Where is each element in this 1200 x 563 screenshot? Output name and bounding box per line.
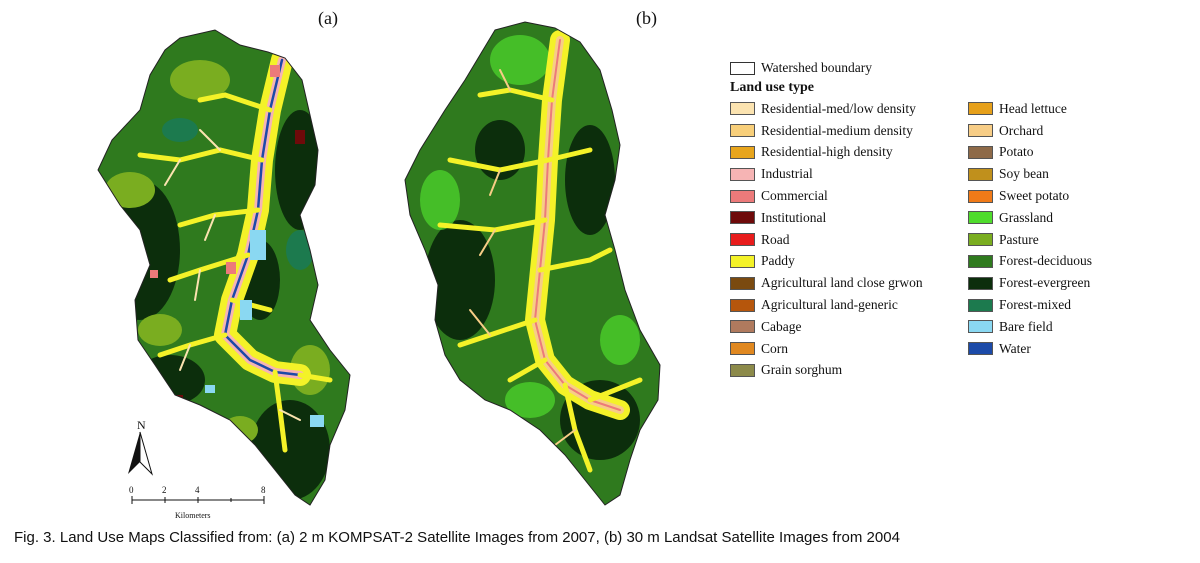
legend-item: Institutional — [730, 207, 968, 229]
legend-label: Forest-mixed — [999, 297, 1071, 313]
legend-swatch — [730, 189, 755, 203]
boundary-swatch — [730, 61, 755, 75]
legend-label: Road — [761, 231, 790, 247]
legend-label: Residential-med/low density — [761, 100, 916, 116]
legend-item: Grassland — [968, 207, 1168, 229]
legend-label: Paddy — [761, 253, 795, 269]
legend-item: Head lettuce — [968, 98, 1168, 120]
legend-swatch — [730, 276, 755, 290]
legend-swatch — [730, 233, 755, 247]
legend-item: Industrial — [730, 163, 968, 185]
legend-item: Water — [968, 338, 1168, 360]
north-label: N — [137, 418, 146, 432]
legend-label: Grassland — [999, 209, 1053, 225]
figure-caption: Fig. 3. Land Use Maps Classified from: (… — [14, 529, 900, 546]
legend-label: Bare field — [999, 318, 1053, 334]
legend-swatch — [968, 342, 993, 356]
legend-swatch — [968, 189, 993, 203]
legend-label: Cabage — [761, 318, 802, 334]
legend-swatch — [968, 298, 993, 312]
panel-label-a: (a) — [318, 8, 338, 28]
legend-label: Forest-deciduous — [999, 253, 1092, 269]
watershed-boundary-a — [97, 29, 351, 506]
legend-item: Forest-mixed — [968, 294, 1168, 316]
legend-item: Paddy — [730, 251, 968, 273]
legend-swatch — [730, 254, 755, 268]
legend-label: Soy bean — [999, 166, 1049, 182]
legend-swatch — [968, 145, 993, 159]
legend-swatch — [968, 167, 993, 181]
legend-label: Residential-medium density — [761, 122, 913, 138]
legend-label: Potato — [999, 144, 1034, 160]
legend-swatch — [730, 167, 755, 181]
legend-title: Land use type — [730, 80, 815, 95]
legend-swatch — [730, 298, 755, 312]
legend-item: Forest-evergreen — [968, 272, 1168, 294]
legend-item: Road — [730, 229, 968, 251]
legend-swatch — [730, 102, 755, 116]
legend-label: Agricultural land close grwon — [761, 275, 923, 291]
legend-swatch — [968, 276, 993, 290]
legend-label: Orchard — [999, 122, 1044, 138]
legend-right-column: Head lettuce Orchard Potato Soy bean Sweet p… — [968, 98, 1168, 381]
legend-swatch — [730, 211, 755, 225]
legend-label: Agricultural land-generic — [761, 297, 898, 313]
legend-item: Residential-medium density — [730, 120, 968, 142]
legend-item: Orchard — [968, 120, 1168, 142]
scale-bar — [131, 496, 265, 504]
legend: Watershed boundary Land use type Residen… — [730, 58, 1190, 381]
legend-swatch — [730, 342, 755, 356]
legend-swatch — [968, 211, 993, 225]
boundary-label: Watershed boundary — [761, 60, 872, 75]
legend-label: Grain sorghum — [761, 362, 843, 378]
scale-unit: Kilometers — [175, 511, 211, 520]
legend-label: Water — [999, 340, 1031, 356]
legend-item: Agricultural land close grwon — [730, 272, 968, 294]
legend-label: Commercial — [761, 188, 828, 204]
watershed-boundary-b — [404, 21, 661, 506]
legend-swatch — [730, 363, 755, 377]
land-use-map-a — [98, 30, 350, 505]
legend-item: Sweet potato — [968, 185, 1168, 207]
legend-boundary-entry: Watershed boundary — [730, 58, 1190, 78]
legend-label: Sweet potato — [999, 188, 1070, 204]
legend-label: Forest-evergreen — [999, 275, 1091, 291]
legend-item: Residential-high density — [730, 142, 968, 164]
land-use-map-b — [405, 22, 660, 505]
legend-item: Corn — [730, 338, 968, 360]
legend-label: Corn — [761, 340, 788, 356]
legend-item: Residential-med/low density — [730, 98, 968, 120]
scale-tick-0: 0 — [129, 485, 134, 495]
legend-swatch — [730, 320, 755, 334]
legend-item: Potato — [968, 142, 1168, 164]
scale-tick-2: 2 — [162, 485, 167, 495]
legend-label: Industrial — [761, 166, 813, 182]
legend-label: Pasture — [999, 231, 1039, 247]
legend-label: Head lettuce — [999, 100, 1067, 116]
scale-tick-4: 4 — [195, 485, 200, 495]
legend-swatch — [968, 124, 993, 138]
legend-item: Forest-deciduous — [968, 251, 1168, 273]
legend-swatch — [968, 233, 993, 247]
panel-label-b: (b) — [636, 8, 657, 28]
legend-swatch — [730, 145, 755, 159]
legend-item: Bare field — [968, 316, 1168, 338]
legend-label: Residential-high density — [761, 144, 893, 160]
legend-swatch — [968, 320, 993, 334]
legend-item: Cabage — [730, 316, 968, 338]
legend-item: Agricultural land-generic — [730, 294, 968, 316]
legend-item: Pasture — [968, 229, 1168, 251]
legend-left-column: Residential-med/low density Residential-m… — [730, 98, 968, 381]
legend-label: Institutional — [761, 209, 827, 225]
legend-item: Soy bean — [968, 163, 1168, 185]
legend-item: Commercial — [730, 185, 968, 207]
scale-tick-8: 8 — [261, 485, 266, 495]
north-arrow-icon — [128, 431, 154, 476]
legend-item: Grain sorghum — [730, 360, 968, 382]
legend-swatch — [730, 124, 755, 138]
map-area — [97, 21, 661, 506]
legend-swatch — [968, 254, 993, 268]
legend-swatch — [968, 102, 993, 116]
